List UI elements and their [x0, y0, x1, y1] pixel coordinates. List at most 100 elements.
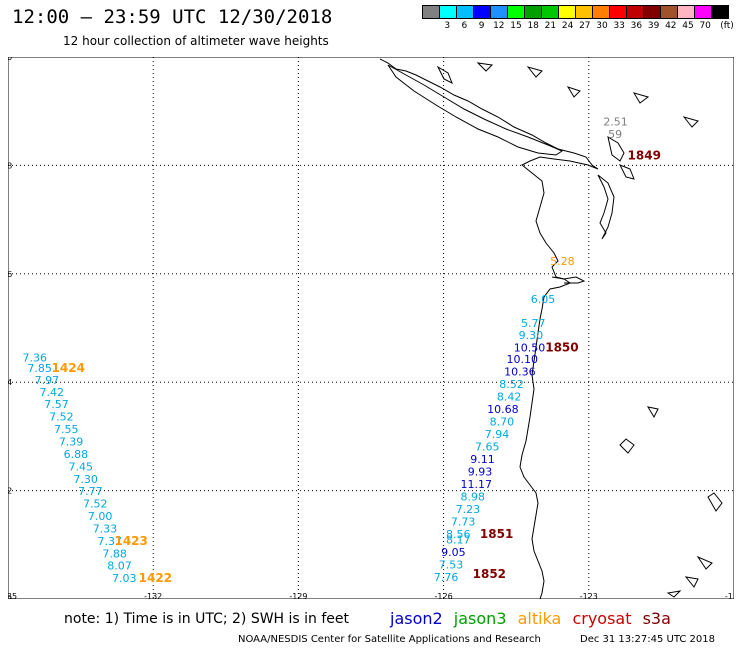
- wave-height-label: 7.45: [69, 461, 94, 474]
- legend-swatch: [677, 5, 695, 19]
- legend-tick-label: 70: [699, 21, 711, 31]
- wave-height-label: 7.77: [78, 485, 103, 498]
- wave-height-label: 7.23: [456, 503, 481, 516]
- latitude-label: 44: [8, 378, 12, 387]
- wave-height-label: 11.17: [461, 478, 493, 491]
- latitude-label: 42: [8, 487, 12, 496]
- wave-height-label: 7.36: [23, 352, 48, 365]
- legend-tick-label: 24: [561, 21, 574, 31]
- legend-tick-label: 6: [461, 21, 468, 31]
- legend-swatch: [473, 5, 491, 19]
- wave-height-label: 8.52: [499, 378, 524, 391]
- legend-tick-label: 39: [647, 21, 660, 31]
- legend-tick-label: 33: [613, 21, 625, 31]
- wave-height-label: 7.33: [93, 522, 118, 535]
- wave-height-label: 7.55: [54, 423, 78, 436]
- vancouver-island: [387, 64, 564, 156]
- color-scale-labels: 3 6 9 12 15 18 21 24 27 30 33 36 39 42 45 70 (ft): [422, 21, 734, 33]
- eastern-lakes: [619, 406, 723, 598]
- wave-height-label: 8.98: [461, 490, 486, 503]
- legend-swatch: [541, 5, 559, 19]
- legend-swatch: [626, 5, 644, 19]
- legend-swatch: [490, 5, 508, 19]
- legend-swatch: [456, 5, 474, 19]
- pass-time-label: 1423: [114, 534, 147, 548]
- longitude-labels: -135 -132 -129 -126 -123 -120: [0, 592, 740, 601]
- longitude-label: -120: [725, 592, 734, 599]
- legend-swatch: [660, 5, 678, 19]
- legend-tick-label: 3: [444, 21, 451, 31]
- legend-altika: altika: [517, 609, 562, 628]
- wave-height-label: 9.93: [468, 465, 493, 478]
- wave-height-label: 7.42: [39, 386, 64, 399]
- legend-swatch: [575, 5, 593, 19]
- legend-swatch: [422, 5, 440, 19]
- wave-height-label: 8.17: [446, 534, 471, 547]
- longitude-label: -132: [144, 592, 162, 599]
- pass-time-label: 1422: [139, 571, 172, 585]
- coastline: [379, 58, 723, 600]
- pass-time-label: 1852: [473, 567, 506, 581]
- longitude-label: -123: [580, 592, 598, 599]
- wave-height-label: 7.52: [83, 497, 108, 510]
- inland-lakes: [436, 62, 699, 128]
- wave-height-label: 7.73: [451, 515, 476, 528]
- wave-height-label: 10.50: [514, 341, 546, 354]
- legend-tick-label: 18: [527, 21, 539, 31]
- legend-swatch: [507, 5, 525, 19]
- wave-height-label: 7.53: [439, 559, 464, 572]
- wave-height-label: 8.42: [497, 391, 521, 404]
- legend-tick-label: 9: [478, 21, 485, 31]
- legend-s3a: s3a: [642, 609, 671, 628]
- wave-height-label: 59: [608, 128, 622, 141]
- latitude-label: 46: [8, 270, 12, 279]
- wave-height-label: 10.68: [487, 403, 519, 416]
- wave-height-label: 8.56: [446, 528, 471, 541]
- wave-height-label: 10.10: [507, 353, 539, 366]
- pass-time-label: 1849: [628, 148, 661, 162]
- generated-timestamp: Dec 31 13:27:45 UTC 2018: [580, 634, 715, 645]
- legend-swatch: [609, 5, 627, 19]
- color-scale-legend: [422, 5, 729, 19]
- observation-labels: 7.367.857.977.427.577.527.557.396.887.45…: [23, 115, 661, 585]
- legend-unit: (ft): [720, 21, 734, 31]
- map-title: 12:00 – 23:59 UTC 12/30/2018: [12, 6, 333, 28]
- wave-height-label: 7.00: [88, 510, 113, 523]
- legend-swatch: [558, 5, 576, 19]
- strait-islands: [607, 135, 635, 180]
- longitude-label: -126: [435, 592, 453, 599]
- legend-swatch: [439, 5, 457, 19]
- legend-swatch: [643, 5, 661, 19]
- wave-height-label: 9.11: [470, 453, 495, 466]
- pass-time-label: 1424: [52, 361, 85, 375]
- wave-height-label: 8.07: [107, 560, 132, 573]
- latitude-label: 48: [8, 161, 12, 170]
- wave-height-label: 5.28: [550, 255, 575, 268]
- longitude-label: -129: [289, 592, 307, 599]
- legend-tick-label: 27: [579, 21, 591, 31]
- wave-height-label: 7.57: [44, 398, 69, 411]
- wave-height-label: 7.37: [98, 535, 123, 548]
- longitude-label: -135: [8, 592, 17, 599]
- wave-height-label: 7.88: [102, 547, 127, 560]
- satellite-legend: jason2 jason3 altika cryosat s3a: [390, 609, 677, 628]
- wave-height-label: 6.88: [64, 448, 89, 461]
- wave-height-map: 504846444240 -135-132-129-126-123-120 7.…: [0, 53, 740, 604]
- wave-height-label: 9.05: [441, 546, 466, 559]
- wave-height-label: 2.51: [603, 115, 628, 128]
- legend-tick-label: 45: [682, 21, 694, 31]
- west-coast-shoreline: [379, 58, 599, 600]
- wave-height-label: 7.65: [475, 440, 500, 453]
- map-frame: [7, 56, 735, 600]
- units-note: note: 1) Time is in UTC; 2) SWH is in fe…: [64, 611, 350, 627]
- wave-height-label: 7.03: [112, 572, 137, 585]
- legend-jason3: jason3: [453, 609, 507, 628]
- legend-tick-label: 21: [544, 21, 557, 31]
- columbia-river: [551, 276, 586, 284]
- wave-height-label: 7.52: [49, 411, 74, 424]
- legend-cryosat: cryosat: [572, 609, 632, 628]
- credit-text: NOAA/NESDIS Center for Satellite Applica…: [238, 634, 541, 645]
- wave-height-label: 5.77: [521, 317, 546, 330]
- legend-swatch: [694, 5, 712, 19]
- legend-swatch: [711, 5, 729, 19]
